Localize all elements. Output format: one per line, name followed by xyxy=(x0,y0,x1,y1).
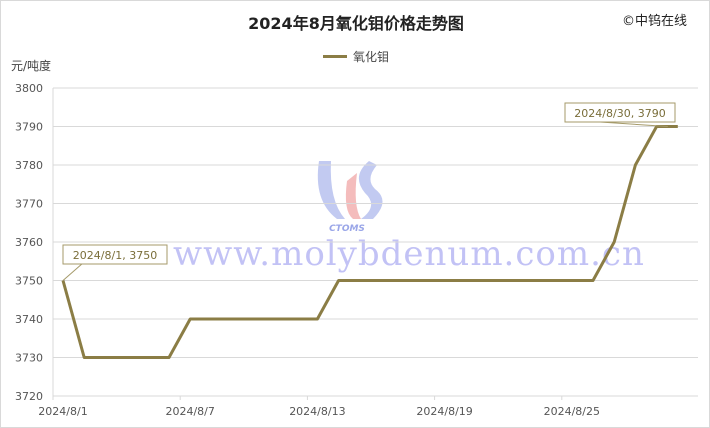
y-tick-label: 3760 xyxy=(15,236,43,249)
y-tick-label: 3800 xyxy=(15,82,43,95)
logo-icon xyxy=(358,161,383,219)
chart-title: 2024年8月氧化钼价格走势图 xyxy=(248,14,464,33)
data-label: 2024/8/30, 3790 xyxy=(574,107,665,120)
legend: 氧化钼 xyxy=(323,48,389,65)
callout-line xyxy=(62,262,84,281)
x-tick-label: 2024/8/13 xyxy=(289,405,345,418)
logo-text: CTOMS xyxy=(329,224,365,234)
y-tick-label: 3780 xyxy=(15,159,43,172)
x-tick-label: 2024/8/19 xyxy=(416,405,472,418)
legend-swatch xyxy=(323,55,347,58)
y-axis-label: 元/吨度 xyxy=(11,59,52,73)
y-tick-label: 3750 xyxy=(15,275,43,288)
data-label: 2024/8/1, 3750 xyxy=(73,249,157,262)
callout-box xyxy=(62,244,168,265)
y-tick-label: 3790 xyxy=(15,121,43,134)
logo-icon xyxy=(317,161,345,219)
y-tick-label: 3720 xyxy=(15,390,43,403)
x-tick-label: 2024/8/25 xyxy=(544,405,600,418)
x-tick-label: 2024/8/1 xyxy=(38,405,87,418)
logo-icon xyxy=(345,173,361,219)
series-line xyxy=(61,125,678,359)
y-tick-label: 3740 xyxy=(15,313,43,326)
brand-label: ©中钨在线 xyxy=(621,14,687,29)
y-tick-label: 3770 xyxy=(15,198,43,211)
watermark: www.molybdenum.com.cn xyxy=(173,234,645,274)
y-tick-label: 3730 xyxy=(15,352,43,365)
x-tick-label: 2024/8/7 xyxy=(165,405,214,418)
legend-label: 氧化钼 xyxy=(353,50,390,64)
callout-box xyxy=(564,102,676,123)
